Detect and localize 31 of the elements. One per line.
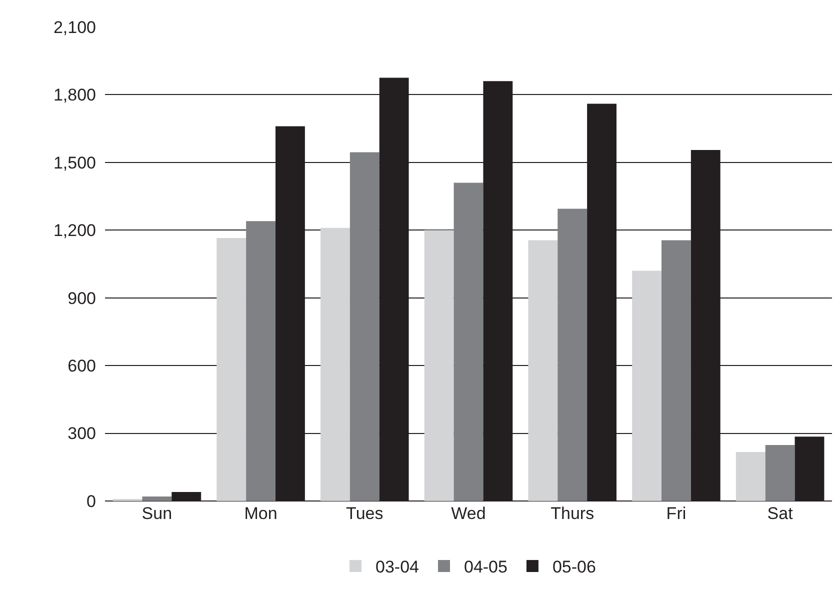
x-tick-label: Fri <box>666 504 686 523</box>
bar <box>246 221 276 501</box>
bar <box>528 240 558 501</box>
legend-label: 05-06 <box>552 558 596 577</box>
legend-label: 03-04 <box>376 558 419 577</box>
x-tick-label: Sat <box>767 504 794 523</box>
x-tick-label: Mon <box>244 504 278 523</box>
bar <box>736 452 766 501</box>
bar <box>454 182 484 501</box>
y-tick-label: 1,500 <box>53 153 96 172</box>
bar <box>424 230 454 501</box>
y-tick-label: 300 <box>68 424 96 444</box>
x-tick-label: Sun <box>142 504 172 523</box>
x-tick-label: Wed <box>451 504 486 523</box>
bar <box>558 208 588 501</box>
y-tick-label: 1,200 <box>53 221 96 240</box>
bar <box>142 496 172 501</box>
y-tick-label: 2,100 <box>53 18 96 37</box>
bar <box>320 228 350 501</box>
y-tick-label: 0 <box>86 492 96 511</box>
bar <box>765 445 795 501</box>
bar <box>662 240 691 501</box>
bar <box>350 152 380 501</box>
bar <box>216 238 246 501</box>
x-tick-label: Thurs <box>550 504 594 523</box>
y-tick-label: 1,800 <box>53 86 96 105</box>
y-tick-label: 900 <box>68 288 96 308</box>
legend-label: 04-05 <box>464 558 508 577</box>
y-tick-label: 600 <box>68 356 96 376</box>
bar <box>632 270 662 501</box>
x-tick-label: Tues <box>346 504 384 523</box>
